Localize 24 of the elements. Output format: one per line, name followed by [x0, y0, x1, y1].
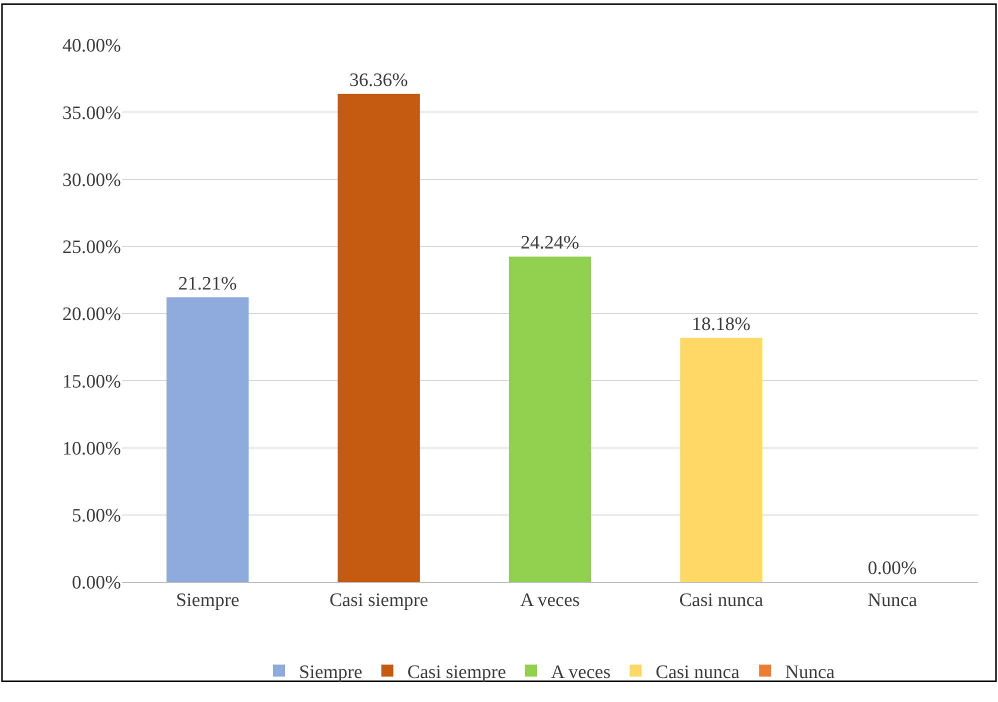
y-tick-label: 30.00% — [62, 170, 122, 191]
y-tick-label: 25.00% — [62, 237, 122, 258]
x-tick-label: A veces — [520, 590, 580, 611]
legend-label: Siempre — [299, 662, 362, 684]
data-label: 24.24% — [520, 232, 580, 254]
data-label: 18.18% — [692, 314, 751, 335]
legend-label: Casi nunca — [656, 662, 740, 684]
y-tick-label: 40.00% — [62, 36, 122, 57]
data-label: 0.00% — [868, 558, 918, 579]
legend-label: Casi siempre — [407, 662, 506, 684]
y-tick-label: 0.00% — [72, 572, 122, 594]
y-tick-label: 20.00% — [62, 304, 122, 326]
legend-label: Nunca — [785, 662, 836, 684]
x-tick-label: Casi siempre — [329, 590, 428, 611]
data-label: 21.21% — [178, 273, 237, 294]
x-tick-label: Nunca — [868, 590, 918, 611]
data-label: 36.36% — [349, 70, 408, 91]
legend-label: A veces — [551, 662, 611, 684]
y-tick-label: 5.00% — [72, 506, 122, 527]
x-tick-label: Siempre — [176, 590, 240, 611]
y-tick-label: 35.00% — [62, 102, 122, 124]
x-tick-label: Casi nunca — [679, 590, 764, 611]
y-tick-label: 10.00% — [62, 438, 122, 460]
y-tick-label: 15.00% — [62, 371, 122, 392]
